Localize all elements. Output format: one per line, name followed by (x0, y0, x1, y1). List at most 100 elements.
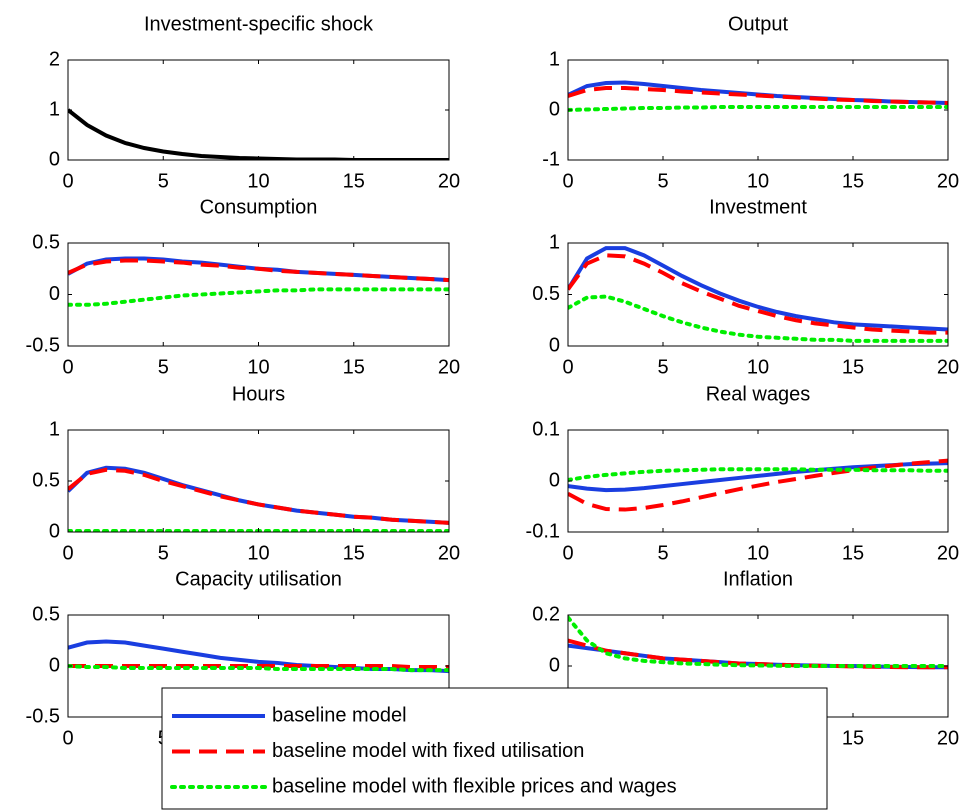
plot-area (68, 256, 449, 307)
x-tick-label: 20 (937, 356, 959, 378)
y-tick-label: 2 (49, 48, 60, 70)
series-line (568, 294, 948, 343)
x-tick-label: 0 (62, 356, 73, 378)
x-tick-label: 15 (842, 542, 864, 564)
panel-title: Investment-specific shock (144, 13, 374, 35)
series-line (568, 246, 948, 332)
legend-label: baseline model with fixed utilisation (272, 740, 584, 762)
series-line (568, 615, 948, 668)
y-tick-label: -0.5 (26, 705, 60, 727)
legend-box (161, 687, 828, 810)
x-tick-label: 20 (438, 356, 460, 378)
x-tick-label: 5 (657, 542, 668, 564)
series-line (568, 86, 948, 105)
y-tick-label: 1 (549, 48, 560, 70)
series-line (68, 664, 449, 673)
panel: Hours 0 5 10 15 20 0 0.5 1 (32, 383, 460, 564)
y-tick-label: 1 (549, 231, 560, 253)
y-tick-label: 0.5 (32, 231, 60, 253)
x-tick-label: 10 (747, 542, 769, 564)
y-tick-label: 0 (49, 654, 60, 676)
panel-title: Capacity utilisation (175, 568, 342, 590)
y-tick-label: 0 (549, 654, 560, 676)
axes-box (567, 429, 949, 533)
plot-area (568, 80, 948, 112)
panel-title: Investment (709, 196, 807, 218)
y-tick-label: 0.5 (32, 469, 60, 491)
panel-title: Output (728, 13, 788, 35)
plot-area (568, 246, 948, 343)
plot-area (568, 458, 948, 512)
series-line (568, 458, 948, 512)
series-line (568, 105, 948, 112)
series-line (68, 664, 449, 670)
y-tick-label: 0.5 (532, 283, 560, 305)
y-tick-label: 0 (49, 283, 60, 305)
panel-title: Hours (232, 383, 285, 405)
x-tick-label: 15 (842, 727, 864, 749)
plot-area (568, 615, 948, 670)
x-tick-label: 0 (62, 542, 73, 564)
x-tick-label: 0 (62, 170, 73, 192)
panel: Investment-specific shock 0 5 10 15 20 0 1 2 (49, 13, 460, 192)
plot-area (68, 639, 449, 674)
series-line (68, 258, 449, 283)
x-tick-label: 10 (247, 356, 269, 378)
x-tick-label: 5 (657, 170, 668, 192)
y-tick-label: 0.5 (32, 603, 60, 625)
panel: Inflation0510152000.2 (532, 568, 959, 749)
x-tick-label: 0 (62, 727, 73, 749)
axes-box (567, 242, 949, 347)
y-tick-label: -1 (542, 148, 560, 170)
y-tick-label: 0.2 (532, 603, 560, 625)
series-line (568, 638, 948, 670)
x-tick-label: 15 (842, 356, 864, 378)
y-tick-label: 0 (549, 98, 560, 120)
x-tick-label: 20 (438, 170, 460, 192)
series-line (568, 461, 948, 493)
x-tick-label: 15 (343, 542, 365, 564)
x-tick-label: 10 (247, 542, 269, 564)
x-tick-label: 15 (343, 170, 365, 192)
y-tick-label: 1 (49, 98, 60, 120)
series-line (68, 108, 449, 160)
series-line (68, 465, 449, 525)
series-line (68, 467, 449, 525)
panel-title: Inflation (723, 568, 793, 590)
x-tick-label: 0 (562, 356, 573, 378)
y-tick-label: 0 (49, 148, 60, 170)
y-tick-label: -0.5 (26, 334, 60, 356)
x-tick-label: 5 (657, 356, 668, 378)
panel: Investment 0 5 10 15 20 0 0.5 1 (532, 196, 959, 378)
y-tick-label: 0 (49, 520, 60, 542)
x-tick-label: 10 (247, 170, 269, 192)
x-tick-label: 0 (562, 542, 573, 564)
x-tick-label: 10 (747, 356, 769, 378)
series-line (568, 467, 948, 482)
x-tick-label: 5 (158, 542, 169, 564)
y-tick-label: 0 (549, 469, 560, 491)
series-line (68, 287, 449, 307)
x-tick-label: 20 (937, 170, 959, 192)
x-tick-label: 15 (842, 170, 864, 192)
y-tick-label: 0 (549, 334, 560, 356)
plot-area (68, 465, 449, 532)
y-tick-label: 1 (49, 418, 60, 440)
x-tick-label: 20 (937, 727, 959, 749)
x-tick-label: 5 (158, 170, 169, 192)
panel-title: Real wages (706, 383, 811, 405)
y-tick-label: 0.1 (532, 418, 560, 440)
x-tick-label: 0 (562, 170, 573, 192)
axes-box (67, 429, 450, 533)
x-tick-label: 20 (937, 542, 959, 564)
x-tick-label: 10 (747, 170, 769, 192)
panel-title: Consumption (200, 196, 318, 218)
legend-label: baseline model with flexible prices and … (272, 775, 677, 797)
x-tick-label: 20 (438, 542, 460, 564)
x-tick-label: 15 (343, 356, 365, 378)
legend-label: baseline model (272, 704, 407, 726)
